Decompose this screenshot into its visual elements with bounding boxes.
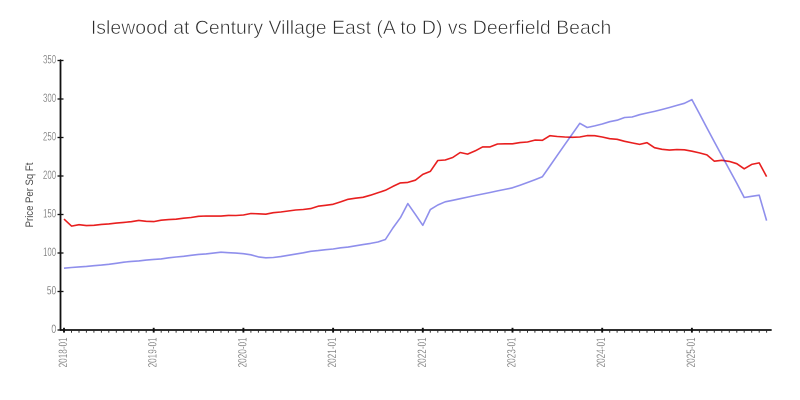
- svg-text:100: 100: [43, 245, 56, 259]
- svg-text:2025-01: 2025-01: [684, 337, 698, 367]
- svg-text:2021-01: 2021-01: [325, 337, 339, 367]
- svg-text:350: 350: [43, 52, 56, 66]
- svg-text:Islewood at Century Village Ea: Islewood at Century Village East (A to D…: [91, 17, 612, 39]
- svg-text:2018-01: 2018-01: [56, 337, 70, 367]
- svg-text:Price Per Sq Ft: Price Per Sq Ft: [24, 163, 36, 228]
- svg-text:2024-01: 2024-01: [594, 337, 608, 367]
- svg-text:150: 150: [43, 206, 56, 220]
- svg-text:0: 0: [51, 322, 56, 336]
- svg-text:50: 50: [47, 283, 57, 297]
- svg-text:2023-01: 2023-01: [505, 337, 519, 367]
- svg-text:300: 300: [43, 91, 56, 105]
- svg-text:2020-01: 2020-01: [235, 337, 249, 367]
- svg-text:250: 250: [43, 129, 56, 143]
- svg-text:2019-01: 2019-01: [146, 337, 160, 367]
- svg-text:2022-01: 2022-01: [415, 337, 429, 367]
- svg-text:200: 200: [43, 168, 56, 182]
